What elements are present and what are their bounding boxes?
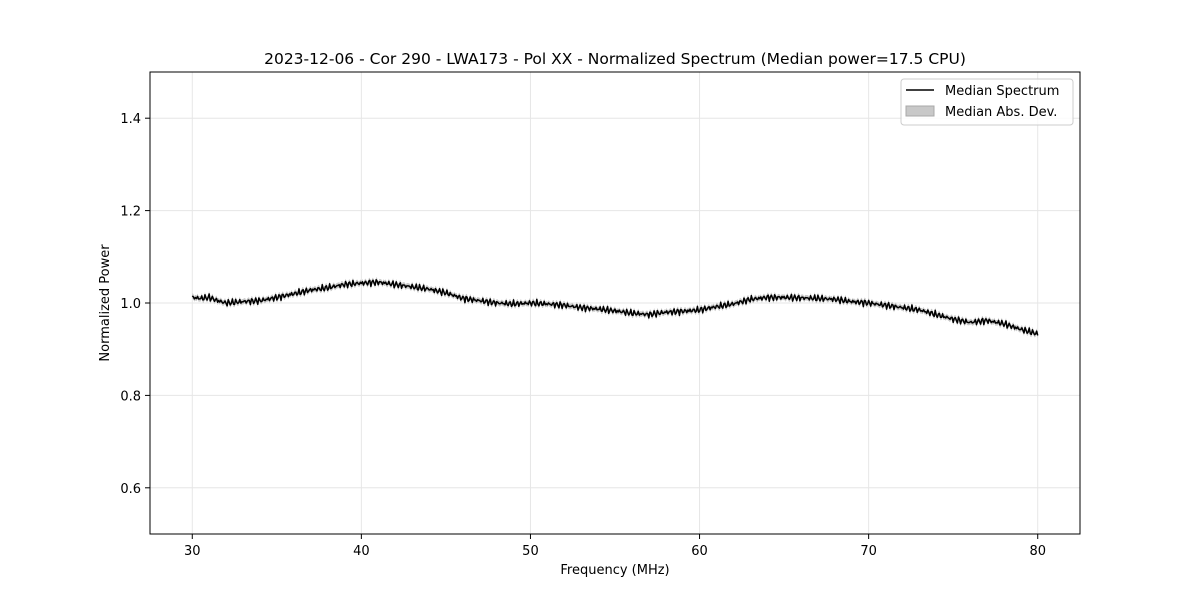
legend: Median Spectrum Median Abs. Dev. bbox=[900, 78, 1074, 126]
y-tick-label: 1.0 bbox=[120, 297, 141, 312]
x-tick-label: 60 bbox=[691, 544, 708, 559]
legend-box bbox=[900, 78, 1074, 126]
x-axis-label: Frequency (MHz) bbox=[560, 563, 669, 578]
median-spectrum-line bbox=[191, 279, 1039, 336]
legend-label-median-spectrum: Median Spectrum bbox=[945, 84, 1059, 99]
legend-label-median-abs-dev: Median Abs. Dev. bbox=[945, 105, 1057, 120]
y-axis-label: Normalized Power bbox=[98, 244, 113, 362]
legend-band-swatch bbox=[905, 105, 935, 117]
mad-band-group bbox=[192, 276, 1038, 339]
x-tick-label: 40 bbox=[353, 544, 370, 559]
chart-title: 2023-12-06 - Cor 290 - LWA173 - Pol XX -… bbox=[264, 50, 966, 68]
median-abs-dev-band bbox=[192, 276, 1038, 339]
x-axis-ticks: 30 40 50 60 70 80 bbox=[184, 534, 1046, 559]
y-axis-ticks: 0.6 0.8 1.0 1.2 1.4 bbox=[120, 112, 150, 497]
y-tick-label: 0.6 bbox=[120, 482, 141, 497]
x-tick-label: 30 bbox=[184, 544, 201, 559]
y-tick-label: 0.8 bbox=[120, 389, 141, 404]
x-tick-label: 70 bbox=[860, 544, 877, 559]
median-line-group bbox=[191, 279, 1039, 336]
x-tick-label: 50 bbox=[522, 544, 539, 559]
y-tick-label: 1.2 bbox=[120, 205, 141, 220]
y-tick-label: 1.4 bbox=[120, 112, 141, 127]
x-tick-label: 80 bbox=[1029, 544, 1046, 559]
